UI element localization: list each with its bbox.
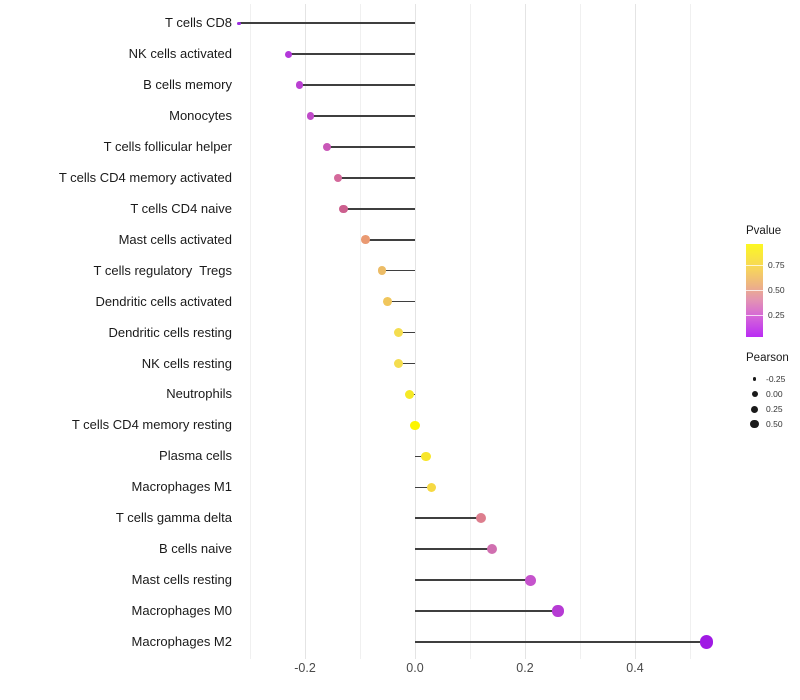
lollipop-dot bbox=[295, 81, 304, 89]
minor-gridline bbox=[250, 4, 251, 659]
lollipop-stem bbox=[343, 208, 415, 210]
lollipop-stem bbox=[415, 455, 426, 458]
lollipop-stem bbox=[415, 517, 481, 519]
category-label: Neutrophils bbox=[166, 386, 232, 402]
pvalue-tick-label: 0.50 bbox=[768, 285, 785, 295]
lollipop-stem bbox=[387, 300, 415, 303]
minor-gridline bbox=[470, 4, 471, 659]
category-label: Macrophages M1 bbox=[131, 479, 232, 495]
category-label: T cells follicular helper bbox=[103, 138, 232, 154]
lollipop-dot bbox=[339, 204, 348, 213]
x-tick-label: 0.2 bbox=[516, 661, 534, 675]
category-label: B cells naive bbox=[159, 541, 232, 557]
lollipop-dot bbox=[421, 451, 431, 462]
lollipop-dot bbox=[394, 328, 403, 338]
category-label: T cells CD8 bbox=[165, 15, 232, 31]
lollipop-stem bbox=[288, 53, 415, 55]
lollipop-dot bbox=[361, 235, 370, 245]
category-label: Macrophages M0 bbox=[131, 603, 232, 619]
category-label: B cells memory bbox=[143, 77, 232, 93]
category-label: T cells regulatory Tregs bbox=[93, 262, 232, 278]
category-label: Monocytes bbox=[169, 108, 232, 124]
category-label: T cells CD4 memory activated bbox=[58, 169, 232, 185]
lollipop-stem bbox=[398, 331, 415, 334]
category-label: Mast cells activated bbox=[118, 231, 232, 247]
lollipop-stem bbox=[299, 84, 415, 86]
pearson-legend-dot bbox=[751, 391, 758, 397]
category-label: Macrophages M2 bbox=[131, 634, 232, 649]
lollipop-stem bbox=[365, 239, 415, 241]
lollipop-dot bbox=[699, 635, 714, 649]
pvalue-legend-title: Pvalue bbox=[746, 225, 782, 237]
minor-gridline bbox=[360, 4, 361, 659]
lollipop-dot bbox=[426, 482, 437, 493]
x-tick-label: -0.2 bbox=[294, 661, 316, 675]
lollipop-dot bbox=[284, 50, 293, 58]
category-label: NK cells activated bbox=[128, 46, 232, 62]
lollipop-dot bbox=[333, 173, 343, 182]
x-tick-label: 0.0 bbox=[406, 661, 424, 675]
colorbar-tick-mark bbox=[746, 315, 763, 316]
lollipop-dot bbox=[486, 544, 498, 555]
pearson-legend-dot bbox=[751, 405, 758, 413]
lollipop-dot bbox=[404, 389, 415, 400]
major-gridline bbox=[305, 4, 306, 659]
lollipop-stem bbox=[415, 486, 432, 489]
lollipop-stem bbox=[338, 177, 415, 179]
major-gridline bbox=[525, 4, 526, 659]
lollipop-stem bbox=[382, 269, 415, 272]
lollipop-stem bbox=[239, 22, 415, 24]
category-label: T cells CD4 naive bbox=[130, 200, 232, 216]
lollipop-stem bbox=[310, 115, 415, 117]
lollipop-dot bbox=[475, 513, 487, 524]
lollipop-dot bbox=[237, 21, 241, 25]
lollipop-stem bbox=[415, 610, 558, 612]
minor-gridline bbox=[580, 4, 581, 659]
lollipop-dot bbox=[306, 112, 315, 120]
lollipop-stem bbox=[415, 641, 707, 643]
colorbar-tick-mark bbox=[746, 265, 763, 266]
lollipop-stem bbox=[327, 146, 415, 148]
lollipop-dot bbox=[323, 142, 331, 151]
lollipop-dot bbox=[377, 266, 387, 276]
lollipop-dot bbox=[552, 605, 564, 617]
lollipop-dot bbox=[394, 359, 403, 369]
pearson-legend-label: 0.25 bbox=[766, 404, 783, 414]
pearson-legend-label: 0.50 bbox=[766, 419, 783, 429]
lollipop-stem bbox=[398, 362, 415, 365]
lollipop-dot bbox=[383, 297, 392, 307]
category-label: NK cells resting bbox=[141, 355, 232, 371]
category-label: T cells gamma delta bbox=[115, 510, 232, 526]
colorbar-tick-mark bbox=[746, 290, 763, 291]
major-gridline bbox=[415, 4, 416, 659]
category-label: T cells CD4 memory resting bbox=[71, 417, 232, 433]
pearson-legend-dot bbox=[752, 377, 757, 381]
minor-gridline bbox=[690, 4, 691, 659]
pearson-legend-label: -0.25 bbox=[766, 374, 786, 384]
lollipop-stem bbox=[415, 548, 492, 550]
lollipop-dot bbox=[525, 574, 536, 586]
category-label: Plasma cells bbox=[159, 448, 232, 464]
lollipop-stem bbox=[415, 579, 531, 581]
category-label: Dendritic cells activated bbox=[95, 293, 232, 309]
pearson-legend-title: Pearson bbox=[746, 352, 789, 364]
major-gridline bbox=[635, 4, 636, 659]
lollipop-dot bbox=[410, 420, 420, 430]
pearson-legend-dot bbox=[750, 419, 759, 429]
pearson-legend-label: 0.00 bbox=[766, 389, 783, 399]
pvalue-tick-label: 0.25 bbox=[768, 310, 785, 320]
category-label: Dendritic cells resting bbox=[108, 324, 232, 340]
pvalue-tick-label: 0.75 bbox=[768, 260, 785, 270]
x-tick-label: 0.4 bbox=[626, 661, 644, 675]
category-label: Mast cells resting bbox=[131, 572, 232, 588]
